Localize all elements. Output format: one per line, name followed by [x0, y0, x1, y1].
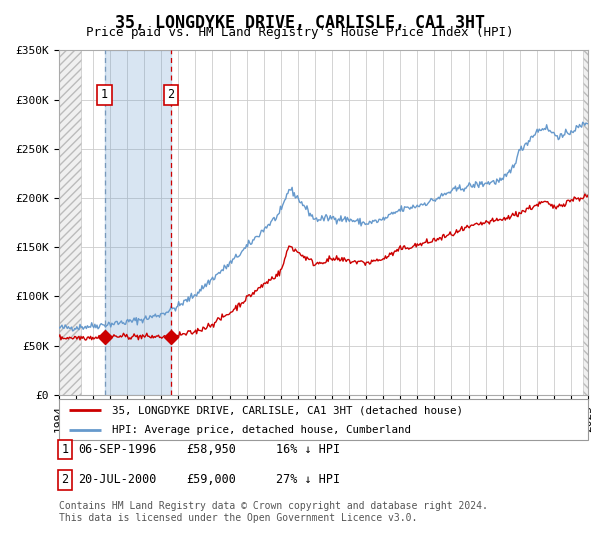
Text: 2: 2	[167, 88, 174, 101]
Text: HPI: Average price, detached house, Cumberland: HPI: Average price, detached house, Cumb…	[112, 424, 411, 435]
Text: 2: 2	[61, 473, 68, 487]
Text: 16% ↓ HPI: 16% ↓ HPI	[276, 443, 340, 456]
Text: Contains HM Land Registry data © Crown copyright and database right 2024.
This d: Contains HM Land Registry data © Crown c…	[59, 501, 488, 523]
Text: 1: 1	[61, 443, 68, 456]
Text: £58,950: £58,950	[186, 443, 236, 456]
Text: 35, LONGDYKE DRIVE, CARLISLE, CA1 3HT: 35, LONGDYKE DRIVE, CARLISLE, CA1 3HT	[115, 14, 485, 32]
Text: £59,000: £59,000	[186, 473, 236, 487]
Text: 35, LONGDYKE DRIVE, CARLISLE, CA1 3HT (detached house): 35, LONGDYKE DRIVE, CARLISLE, CA1 3HT (d…	[112, 405, 463, 415]
Text: 1: 1	[101, 88, 108, 101]
Text: 06-SEP-1996: 06-SEP-1996	[78, 443, 157, 456]
Text: 20-JUL-2000: 20-JUL-2000	[78, 473, 157, 487]
Bar	[104, 50, 170, 395]
Text: Price paid vs. HM Land Registry's House Price Index (HPI): Price paid vs. HM Land Registry's House …	[86, 26, 514, 39]
Text: 27% ↓ HPI: 27% ↓ HPI	[276, 473, 340, 487]
